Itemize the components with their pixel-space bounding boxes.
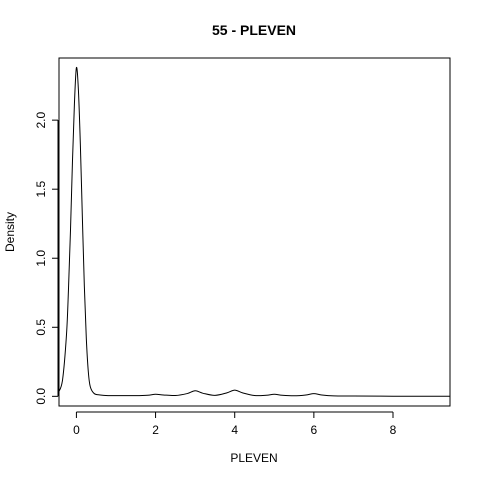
chart-title: 55 - PLEVEN <box>212 22 296 38</box>
x-tick-label: 0 <box>73 423 80 437</box>
y-tick-label: 1.5 <box>34 181 48 198</box>
x-tick-label: 2 <box>152 423 159 437</box>
x-tick-label: 6 <box>311 423 318 437</box>
plot-frame <box>58 57 451 407</box>
x-tick-label: 4 <box>231 423 238 437</box>
x-axis-label: PLEVEN <box>230 451 277 465</box>
y-tick-label: 1.0 <box>34 250 48 267</box>
y-tick-label: 2.0 <box>34 111 48 128</box>
y-tick-label: 0.0 <box>34 388 48 405</box>
x-tick-label: 8 <box>390 423 397 437</box>
density-curve <box>58 66 451 397</box>
y-tick-label: 0.5 <box>34 319 48 336</box>
y-axis: 0.0 0.5 1.0 1.5 2.0 <box>34 111 59 405</box>
y-axis-label: Density <box>3 212 17 252</box>
x-axis: 0 2 4 6 8 <box>73 411 397 437</box>
